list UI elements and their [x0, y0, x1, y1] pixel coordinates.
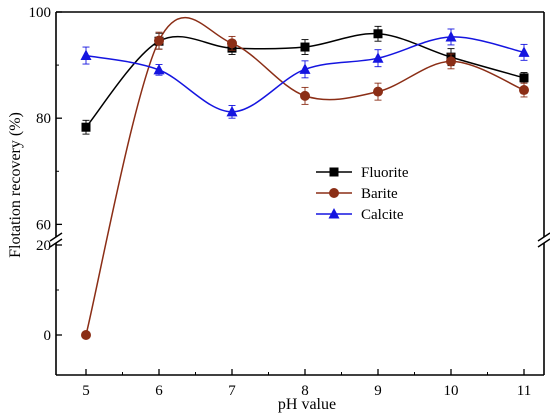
data-point-barite	[154, 31, 164, 50]
legend-marker	[328, 208, 340, 219]
x-tick-label: 5	[82, 383, 90, 399]
x-tick-label: 10	[444, 383, 459, 399]
marker-barite	[154, 35, 164, 46]
data-point-calcite	[518, 43, 530, 61]
legend: Fluorite Barite Calcite	[316, 165, 409, 223]
marker-calcite	[80, 49, 92, 61]
marker-fluorite	[300, 42, 310, 52]
y-tick-label: 100	[29, 5, 52, 21]
data-point-fluorite	[300, 39, 310, 55]
marker-barite	[227, 38, 237, 49]
marker-calcite	[153, 63, 165, 75]
legend-marker	[329, 188, 339, 198]
y-tick-label: 60	[36, 217, 51, 233]
marker-barite	[81, 330, 91, 340]
marker-barite	[446, 56, 456, 67]
data-point-barite	[300, 86, 310, 105]
marker-calcite	[299, 63, 311, 74]
marker-barite	[373, 86, 383, 97]
marker-calcite	[518, 46, 530, 57]
data-point-calcite	[299, 60, 311, 79]
x-tick-label: 9	[374, 383, 382, 399]
legend-item-fluorite: Fluorite	[316, 165, 409, 181]
marker-fluorite	[519, 73, 529, 83]
y-axis-label: Flotation recovery (%)	[7, 112, 24, 258]
data-point-barite	[519, 82, 529, 98]
data-point-barite	[446, 53, 456, 70]
data-points	[80, 25, 530, 340]
data-point-calcite	[372, 49, 384, 68]
legend-item-barite: Barite	[316, 186, 398, 202]
y-tick-label: 80	[36, 111, 51, 127]
marker-barite	[300, 90, 310, 101]
data-point-fluorite	[519, 72, 529, 84]
data-point-calcite	[80, 46, 92, 65]
data-point-barite	[81, 330, 91, 340]
data-point-barite	[373, 82, 383, 101]
data-point-fluorite	[81, 119, 91, 135]
marker-barite	[519, 85, 529, 96]
marker-calcite	[226, 105, 238, 117]
x-tick-label: 11	[517, 383, 531, 399]
legend-label: Fluorite	[361, 165, 409, 181]
legend-marker	[329, 167, 339, 177]
x-axis-label: pH value	[278, 396, 336, 413]
x-tick-label: 6	[155, 383, 163, 399]
data-point-calcite	[445, 28, 457, 46]
marker-calcite	[445, 30, 457, 42]
legend-label: Barite	[361, 186, 398, 202]
axes: 60 80 100 0 20 5 6 7 8 9 10 11	[29, 5, 550, 399]
y-tick-label: 0	[44, 328, 52, 344]
marker-fluorite	[81, 122, 91, 132]
axis-break-mark	[49, 232, 63, 242]
axis-break-mark	[537, 238, 550, 248]
legend-label: Calcite	[361, 207, 404, 223]
x-tick-label: 8	[301, 383, 309, 399]
data-point-calcite	[153, 63, 165, 76]
marker-calcite	[372, 52, 384, 63]
axis-break-mark	[537, 232, 550, 242]
data-point-fluorite	[373, 25, 383, 42]
legend-item-calcite: Calcite	[316, 207, 404, 223]
axis-break-mark	[49, 238, 63, 248]
data-point-calcite	[226, 104, 238, 119]
y-tick-label: 20	[36, 238, 51, 254]
x-tick-label: 7	[228, 383, 236, 399]
marker-fluorite	[373, 29, 383, 39]
data-point-barite	[227, 35, 237, 51]
